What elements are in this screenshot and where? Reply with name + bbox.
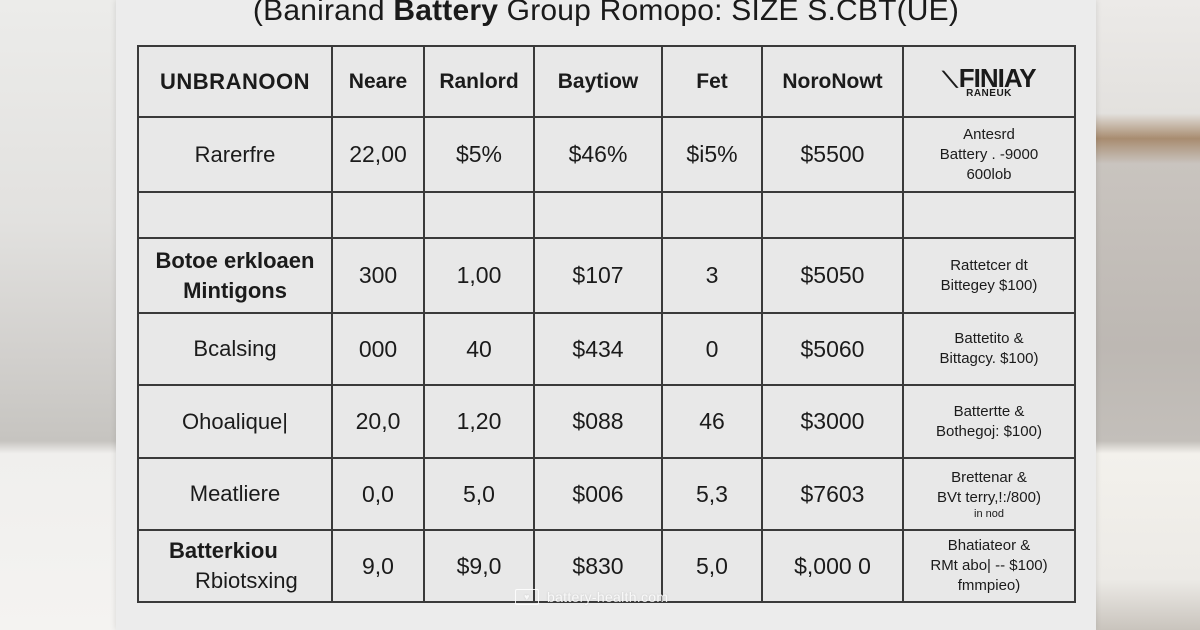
note-line: in nod	[974, 508, 1004, 520]
note-line: Battery . -9000	[939, 145, 1039, 163]
table-cell: 0,0	[331, 457, 425, 531]
table-cell: 9,0	[331, 529, 425, 603]
table-cell: 5,0	[661, 529, 763, 603]
logo-text: FINIAY	[958, 62, 1037, 93]
logo-slash-icon: ⟍	[942, 66, 957, 92]
row-label: Ohoalique|	[137, 384, 333, 459]
column-header-logo: ⟍FINIAY RANEUK	[902, 45, 1076, 118]
table-cell: $088	[533, 384, 663, 459]
note-line: RMt abo| -- $100)	[930, 557, 1048, 574]
table-cell: $5050	[761, 237, 904, 314]
row-label: Rarerfre	[137, 116, 333, 193]
table-cell: $434	[533, 312, 663, 386]
table-cell	[137, 191, 333, 239]
row-label-line: Rbiotsxing	[195, 568, 298, 593]
watermark-text: battery-health.com	[547, 589, 669, 605]
table-cell: 300	[331, 237, 425, 314]
table-row: Batterkiou Rbiotsxing 9,0 $9,0 $830 5,0 …	[137, 529, 1076, 603]
watermark: ♥ battery-health.com	[515, 589, 668, 605]
row-label: Meatliere	[137, 457, 333, 531]
table-cell: 1,20	[423, 384, 535, 459]
note-cell: Rattetcer dt Bittegey $100)	[902, 237, 1076, 314]
note-line: Antesrd	[963, 125, 1015, 143]
background-right	[1096, 0, 1200, 630]
column-header: Fet	[661, 45, 763, 118]
table-header-row: UNBRANOON Neare Ranlord Baytiow Fet Noro…	[137, 45, 1076, 118]
note-cell	[902, 191, 1076, 239]
table-cell	[661, 191, 763, 239]
table-cell: $9,0	[423, 529, 535, 603]
title-bold: Battery	[393, 0, 499, 27]
battery-heart-icon: ♥	[515, 589, 539, 605]
note-cell: Antesrd Battery . -9000 600lob	[902, 116, 1076, 193]
comparison-table: UNBRANOON Neare Ranlord Baytiow Fet Noro…	[137, 45, 1076, 603]
note-line: 600lob	[966, 165, 1012, 183]
table-cell	[761, 191, 904, 239]
note-cell: Battertte & Bothegoj: $100)	[902, 384, 1076, 459]
title-prefix: (Banirand	[252, 0, 394, 27]
table-cell	[533, 191, 663, 239]
logo-subtext: RANEUK	[966, 87, 1012, 99]
table-row-empty	[137, 191, 1076, 239]
table-cell: $107	[533, 237, 663, 314]
row-label: Bcalsing	[137, 312, 333, 386]
table-cell: 3	[661, 237, 763, 314]
table-cell: $830	[533, 529, 663, 603]
background-left	[0, 0, 116, 630]
column-header: NoroNowt	[761, 45, 904, 118]
column-header: Baytiow	[533, 45, 663, 118]
table-cell: $5%	[423, 116, 535, 193]
brand-logo: ⟍FINIAY RANEUK	[942, 62, 1037, 99]
note-line: Bittegey $100)	[940, 276, 1038, 294]
table-cell: $006	[533, 457, 663, 531]
table-cell: 0	[661, 312, 763, 386]
note-line: Battertte &	[953, 402, 1025, 420]
table-cell: 40	[423, 312, 535, 386]
table-cell	[423, 191, 535, 239]
table-cell: $,000 0	[761, 529, 904, 603]
note-line: fmmpieo)	[957, 577, 1021, 594]
note-line: Battetito &	[954, 330, 1024, 347]
table-cell: 5,0	[423, 457, 535, 531]
column-header: UNBRANOON	[137, 45, 333, 118]
table-cell	[331, 191, 425, 239]
table-cell: 1,00	[423, 237, 535, 314]
note-line: Bothegoj: $100)	[936, 422, 1042, 440]
note-line: Bhatiateor &	[947, 537, 1031, 554]
table-cell: 000	[331, 312, 425, 386]
table-cell: 5,3	[661, 457, 763, 531]
note-line: Brettenar &	[951, 469, 1027, 486]
note-cell: Brettenar & BVt terry,!:/800) in nod	[902, 457, 1076, 531]
note-cell: Battetito & Bittagcy. $100)	[902, 312, 1076, 386]
table-row: Meatliere 0,0 5,0 $006 5,3 $7603 Bretten…	[137, 457, 1076, 531]
row-label: Botoe erkloaen Mintigons	[137, 237, 333, 314]
document-sheet: (Banirand Battery Group Romopo: SIZE S.C…	[116, 0, 1096, 630]
table-cell: 46	[661, 384, 763, 459]
table-row: Bcalsing 000 40 $434 0 $5060 Battetito &…	[137, 312, 1076, 386]
row-label-line: Batterkiou	[169, 538, 278, 563]
note-line: Bittagcy. $100)	[939, 350, 1039, 367]
table-cell: 20,0	[331, 384, 425, 459]
table-cell: $5500	[761, 116, 904, 193]
page-title: (Banirand Battery Group Romopo: SIZE S.C…	[116, 0, 1096, 28]
row-label: Batterkiou Rbiotsxing	[137, 529, 333, 603]
row-label-line: Botoe erkloaen	[155, 247, 315, 273]
note-line: Rattetcer dt	[950, 256, 1028, 274]
table-cell: $i5%	[661, 116, 763, 193]
table-cell: $3000	[761, 384, 904, 459]
table-row: Ohoalique| 20,0 1,20 $088 46 $3000 Batte…	[137, 384, 1076, 459]
title-suffix: Group Romopo: SIZE S.CBT(UE)	[498, 0, 960, 27]
table-cell: $7603	[761, 457, 904, 531]
table-cell: $46%	[533, 116, 663, 193]
note-line: BVt terry,!:/800)	[937, 489, 1041, 506]
table-cell: 22,00	[331, 116, 425, 193]
table-row: Botoe erkloaen Mintigons 300 1,00 $107 3…	[137, 237, 1076, 314]
note-cell: Bhatiateor & RMt abo| -- $100) fmmpieo)	[902, 529, 1076, 603]
table-row: Rarerfre 22,00 $5% $46% $i5% $5500 Antes…	[137, 116, 1076, 193]
row-label-line: Mintigons	[183, 277, 287, 303]
column-header: Ranlord	[423, 45, 535, 118]
column-header: Neare	[331, 45, 425, 118]
table-cell: $5060	[761, 312, 904, 386]
